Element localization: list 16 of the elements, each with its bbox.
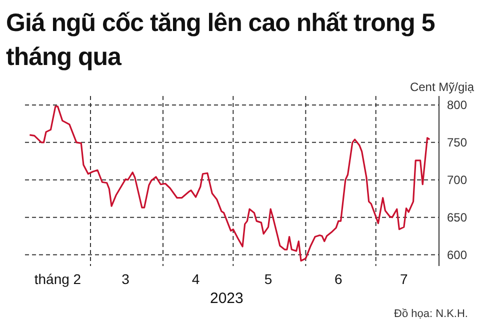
y-tick-label: 800 xyxy=(447,98,468,112)
y-axis-title: Cent Mỹ/giạ xyxy=(410,80,474,94)
line-series xyxy=(28,106,430,262)
x-axis-title: 2023 xyxy=(210,290,244,307)
chart-title: Giá ngũ cốc tăng lên cao nhất trong 5 tháng qua xyxy=(6,8,436,73)
x-tick-label: 7 xyxy=(400,270,408,287)
y-tick-label: 700 xyxy=(447,173,468,188)
x-tick-label: 5 xyxy=(264,270,272,287)
text: Đồ họa: N.K.H. xyxy=(394,308,468,320)
x-tick-label: tháng 2 xyxy=(34,270,82,287)
x-tick-label: 3 xyxy=(122,270,130,287)
x-tick-label: 6 xyxy=(334,270,343,287)
y-tick-label: 600 xyxy=(447,248,468,262)
x-tick-label: 4 xyxy=(192,270,200,287)
y-tick-label: 750 xyxy=(447,136,468,150)
y-tick-label: 650 xyxy=(447,210,468,225)
